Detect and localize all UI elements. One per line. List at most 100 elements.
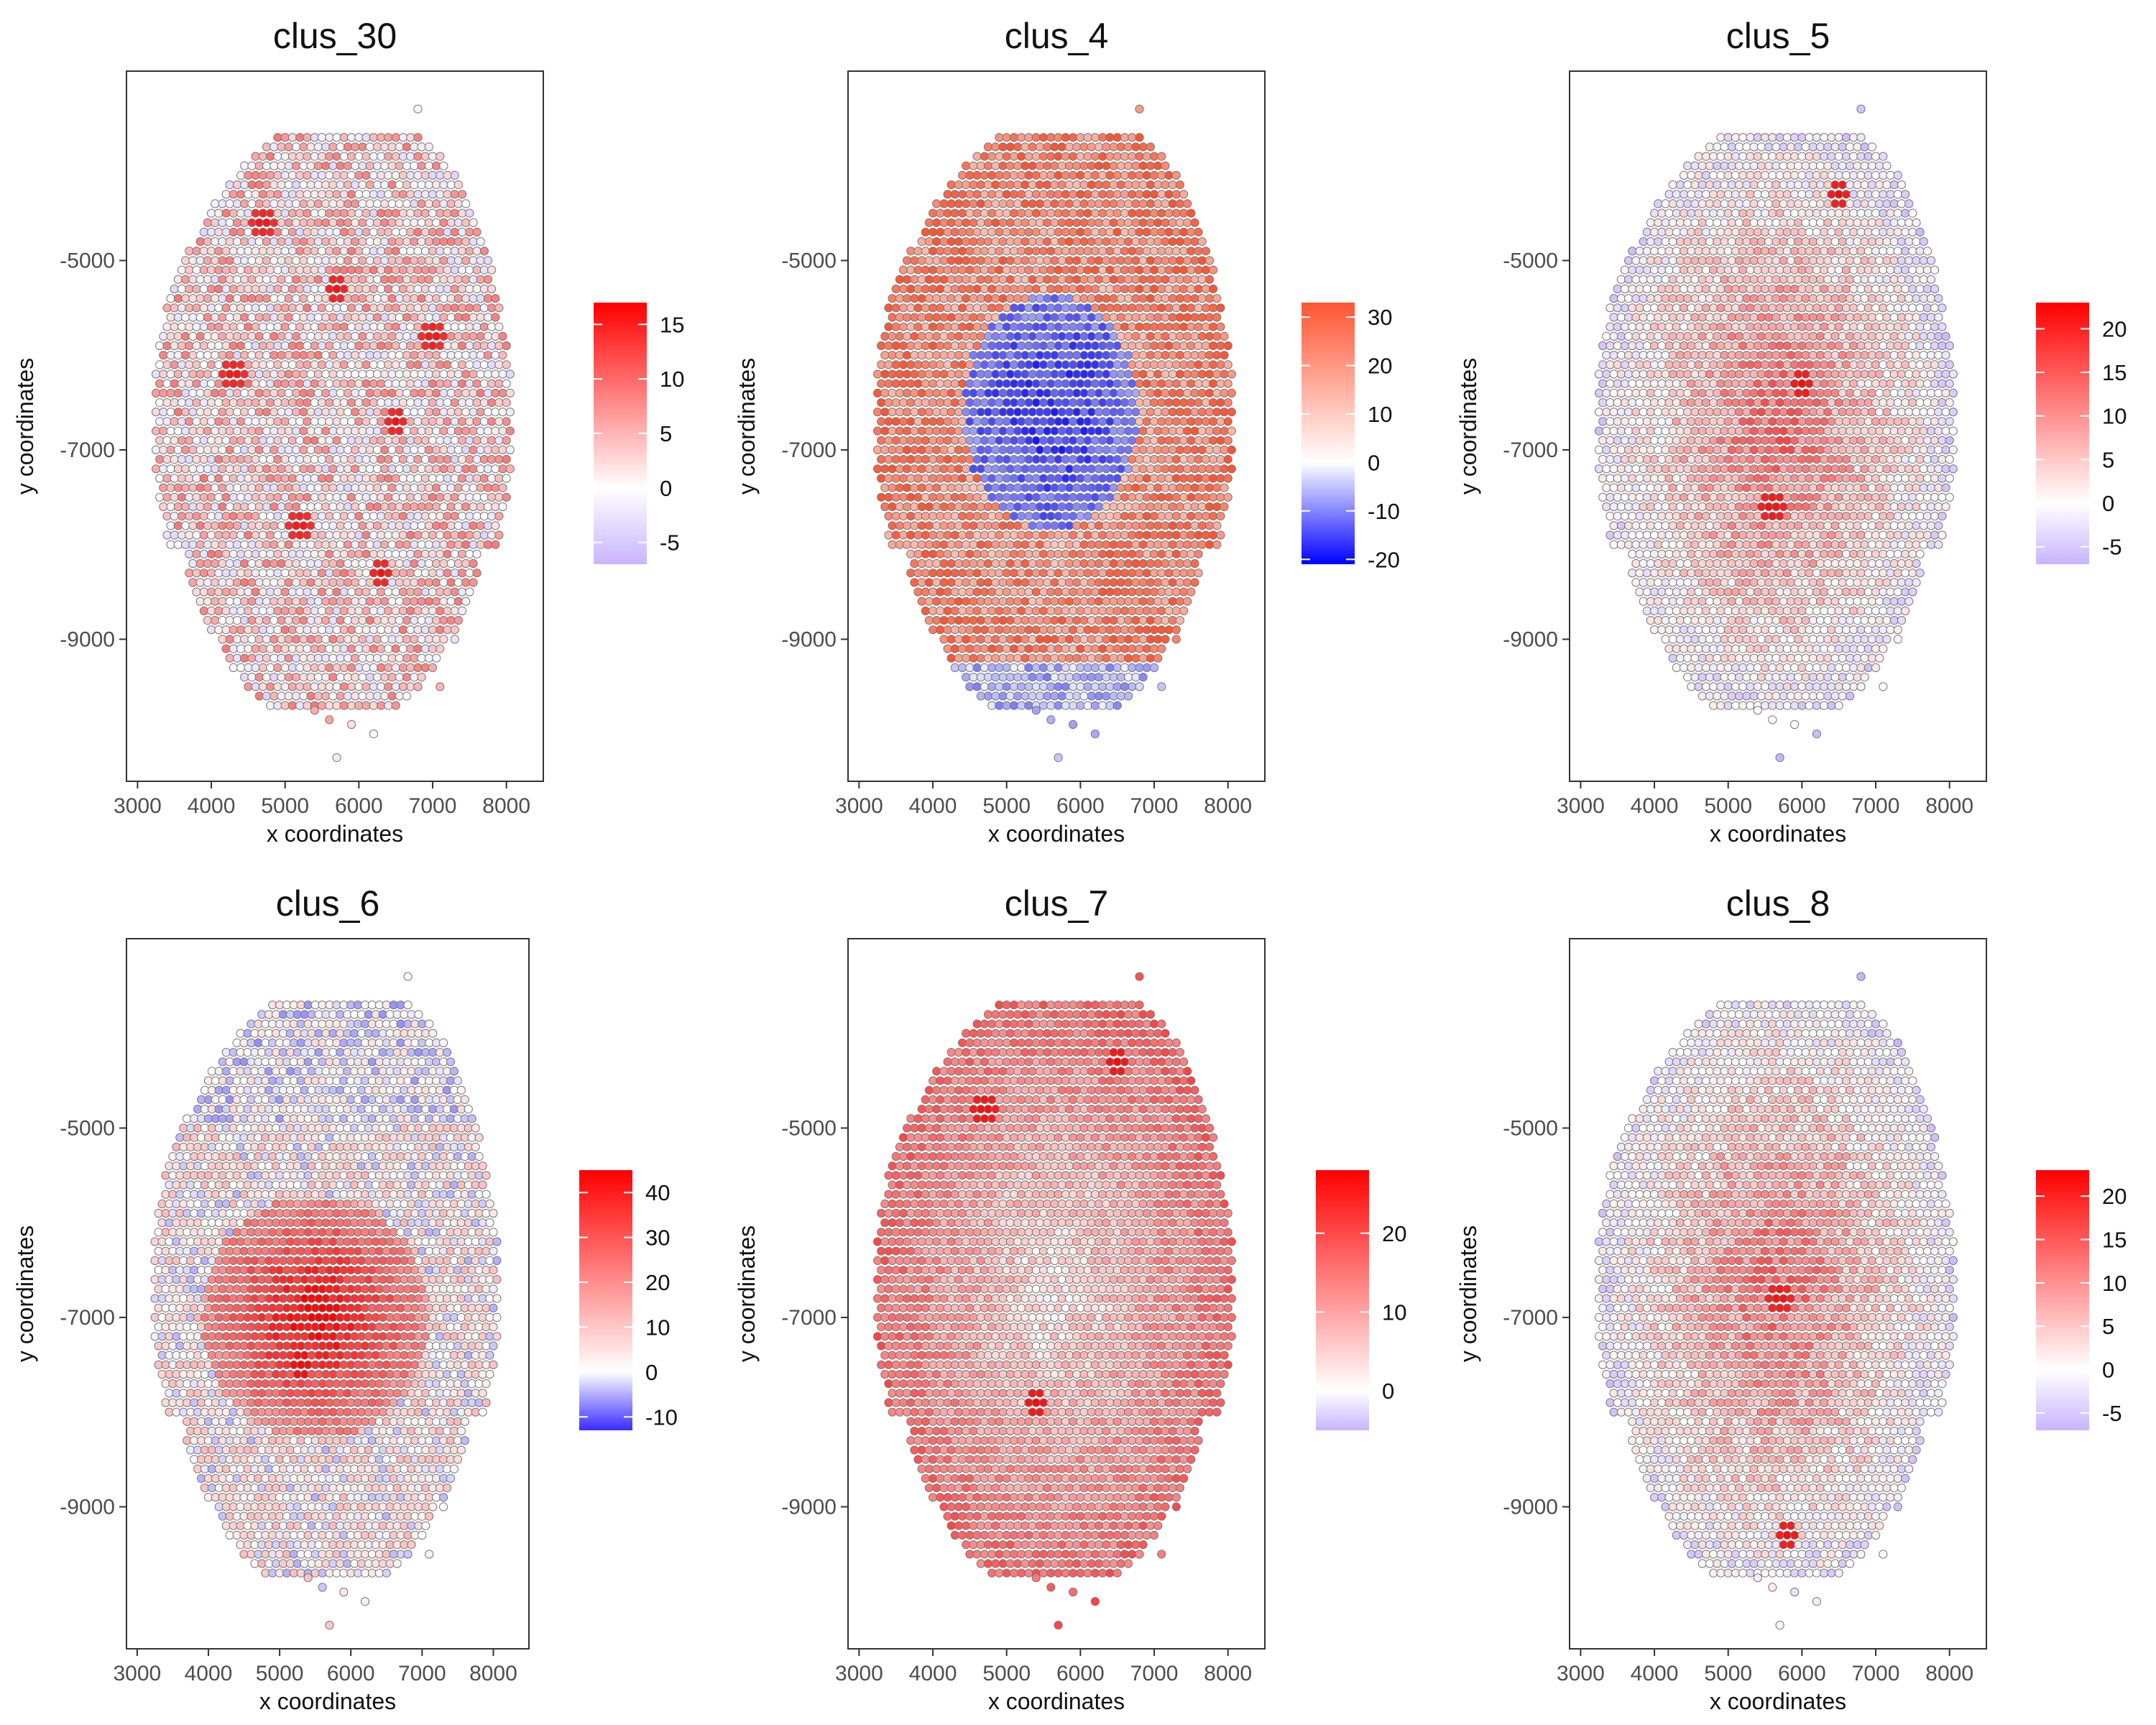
data-point xyxy=(980,360,990,369)
data-point xyxy=(1009,398,1019,408)
data-point xyxy=(1090,625,1100,635)
data-point xyxy=(1043,673,1052,682)
data-point xyxy=(417,180,426,190)
data-point xyxy=(377,455,386,464)
data-point xyxy=(262,256,272,265)
data-point xyxy=(247,673,257,682)
data-point xyxy=(266,190,275,199)
data-point xyxy=(402,653,412,663)
data-point xyxy=(476,388,485,398)
data-point xyxy=(1201,341,1211,351)
data-point xyxy=(1028,369,1037,379)
data-point xyxy=(1057,369,1067,379)
data-point xyxy=(185,492,194,502)
data-point xyxy=(380,408,390,417)
data-point xyxy=(391,436,400,445)
data-point xyxy=(980,265,990,275)
data-point xyxy=(280,644,290,653)
data-point xyxy=(1105,227,1115,236)
data-point xyxy=(1005,237,1015,247)
data-point xyxy=(962,558,971,569)
data-point xyxy=(244,265,253,275)
data-point xyxy=(258,417,267,426)
data-point xyxy=(1153,616,1163,625)
data-point xyxy=(207,227,216,236)
data-point xyxy=(391,455,400,464)
data-point xyxy=(214,512,224,521)
data-point xyxy=(377,360,386,369)
data-point xyxy=(465,549,474,558)
data-point xyxy=(1183,578,1192,587)
data-point xyxy=(929,284,938,294)
data-point xyxy=(980,606,990,616)
data-point xyxy=(343,275,353,284)
data-point xyxy=(483,256,493,265)
data-point xyxy=(1175,483,1185,492)
data-point xyxy=(203,331,212,341)
data-point xyxy=(1050,218,1059,227)
data-point xyxy=(924,464,934,474)
data-point xyxy=(1216,341,1225,351)
data-point xyxy=(247,351,257,360)
data-point xyxy=(280,455,290,464)
data-point xyxy=(395,294,404,303)
data-point xyxy=(1128,208,1137,218)
data-point xyxy=(280,606,290,616)
data-point xyxy=(280,208,290,218)
data-point xyxy=(369,663,379,673)
data-point xyxy=(1013,408,1023,417)
data-point xyxy=(251,644,260,653)
data-point xyxy=(424,180,434,190)
data-point xyxy=(203,294,212,303)
data-point xyxy=(1069,152,1078,161)
data-point xyxy=(1046,284,1056,294)
data-point xyxy=(969,256,978,265)
data-point xyxy=(487,341,497,351)
data-point xyxy=(946,199,956,208)
data-point xyxy=(262,502,272,512)
data-point xyxy=(262,691,272,701)
data-point xyxy=(1179,341,1189,351)
data-point xyxy=(458,455,467,464)
data-point xyxy=(369,322,379,331)
data-point xyxy=(188,388,198,398)
data-point xyxy=(402,408,412,417)
data-point xyxy=(402,161,412,170)
data-point xyxy=(413,104,423,114)
data-point xyxy=(436,208,445,218)
data-point xyxy=(1105,417,1115,426)
data-point xyxy=(192,569,201,578)
data-point xyxy=(962,597,971,606)
data-point xyxy=(936,512,945,521)
data-point xyxy=(461,521,471,530)
data-point xyxy=(443,512,452,521)
data-point xyxy=(954,294,964,303)
data-point xyxy=(476,521,485,530)
data-point xyxy=(306,691,315,701)
data-point xyxy=(229,379,238,388)
data-point xyxy=(420,587,430,597)
data-point xyxy=(936,322,945,331)
data-point xyxy=(1168,540,1177,549)
data-point xyxy=(443,190,452,199)
data-point xyxy=(910,578,919,587)
data-point xyxy=(214,265,224,275)
data-point xyxy=(369,625,379,635)
data-point xyxy=(1069,341,1078,351)
data-point xyxy=(1153,180,1163,190)
data-point xyxy=(351,142,360,152)
data-point xyxy=(432,294,441,303)
data-point xyxy=(954,331,964,341)
data-point xyxy=(266,455,275,464)
data-point xyxy=(192,492,201,502)
data-point xyxy=(1090,379,1100,388)
data-point xyxy=(1009,360,1019,369)
data-point xyxy=(1124,313,1133,322)
data-point xyxy=(398,208,408,218)
data-point xyxy=(1028,616,1037,625)
data-point xyxy=(387,635,397,644)
data-point xyxy=(1109,388,1118,398)
data-point xyxy=(1164,360,1174,369)
data-point xyxy=(1116,180,1125,190)
data-point xyxy=(1109,331,1118,341)
